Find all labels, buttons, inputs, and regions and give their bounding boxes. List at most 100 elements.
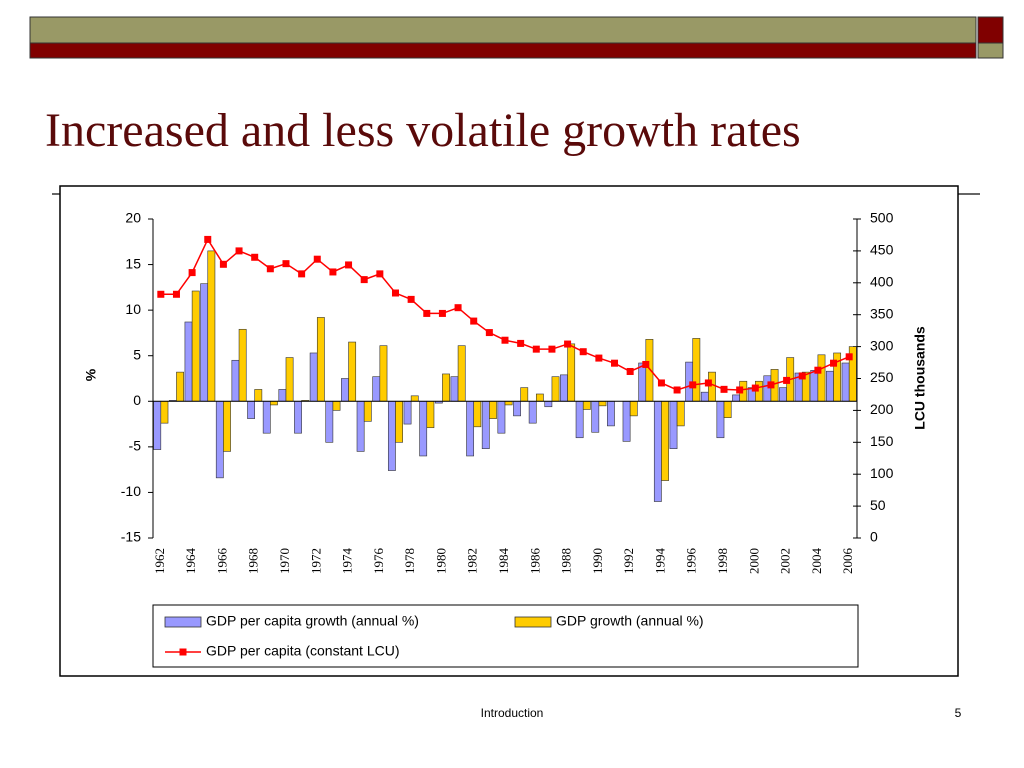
bar (270, 400, 278, 406)
line-marker (298, 270, 306, 278)
x-tick-label: 1990 (590, 548, 605, 574)
bar (591, 400, 600, 433)
bar (215, 400, 224, 479)
y2-tick-label: 350 (870, 305, 894, 321)
bar (481, 400, 490, 449)
bar (779, 387, 787, 402)
bar (356, 400, 365, 452)
y2-tick-label: 50 (870, 497, 886, 513)
bar (551, 376, 560, 402)
line-marker (282, 260, 290, 268)
bar (410, 395, 419, 402)
bar (200, 283, 209, 402)
line-marker (219, 260, 227, 268)
bar (262, 400, 271, 434)
line-marker (157, 290, 165, 298)
x-tick-label: 2002 (778, 548, 793, 574)
line-marker (657, 379, 665, 387)
bar (191, 290, 200, 402)
x-tick-label: 1980 (433, 548, 448, 574)
y2-tick-label: 450 (870, 242, 894, 258)
bar (763, 375, 772, 402)
y2-tick-label: 100 (870, 465, 894, 481)
bar (285, 357, 294, 402)
bar (309, 352, 318, 402)
bar (403, 400, 412, 425)
line-marker (266, 265, 274, 273)
bar (817, 354, 826, 402)
bar (176, 371, 184, 402)
slide-title: Increased and less volatile growth rates (45, 104, 801, 157)
bar (598, 400, 607, 407)
line-marker (313, 255, 321, 263)
bar (325, 400, 334, 443)
line-marker (188, 269, 196, 277)
bar (622, 400, 631, 442)
bar (316, 317, 325, 402)
bar (254, 389, 263, 402)
x-tick-label: 2000 (746, 548, 761, 574)
y-tick-label: 15 (125, 255, 141, 271)
bar (457, 345, 466, 402)
legend-label: GDP per capita (constant LCU) (206, 643, 400, 659)
line-marker (485, 329, 493, 337)
line-marker (751, 384, 759, 392)
x-tick-label: 1964 (183, 548, 198, 575)
line-marker (845, 353, 853, 361)
y-tick-label: -10 (121, 483, 141, 499)
bar (732, 394, 740, 402)
line-marker (611, 359, 619, 367)
line-marker (517, 339, 525, 347)
y2-tick-label: 400 (870, 274, 894, 290)
bar (535, 393, 544, 402)
band-maroon (29, 42, 977, 59)
line-marker (172, 290, 180, 298)
x-tick-label: 2006 (840, 548, 855, 575)
y2-tick-label: 150 (870, 433, 894, 449)
x-tick-label: 1992 (621, 548, 636, 574)
line-marker (391, 289, 399, 297)
line-marker (251, 253, 259, 261)
bar (560, 374, 568, 402)
y-tick-label: 0 (133, 392, 141, 408)
line-marker (595, 354, 603, 362)
bar (395, 400, 403, 443)
y-tick-label: 20 (125, 210, 141, 226)
bar (661, 400, 669, 481)
bar (348, 341, 357, 402)
bar (810, 369, 819, 402)
line-marker (438, 309, 446, 317)
line-marker (329, 268, 337, 276)
x-tick-label: 1974 (340, 548, 355, 575)
bar (528, 400, 537, 424)
corner-olive (977, 42, 1004, 59)
bar (716, 400, 725, 439)
bar (669, 400, 678, 449)
footer-text: Introduction (481, 706, 544, 720)
x-tick-label: 1966 (214, 548, 229, 575)
line-marker (454, 304, 462, 312)
bar (379, 345, 388, 402)
legend-swatch (514, 616, 552, 628)
corner-maroon (977, 16, 1004, 44)
legend-label: GDP per capita growth (annual %) (206, 613, 419, 629)
bar (372, 376, 381, 402)
legend-label: GDP growth (annual %) (556, 613, 704, 629)
page-number: 5 (955, 706, 962, 720)
bar (575, 400, 584, 439)
bar (442, 373, 450, 402)
x-tick-label: 1968 (246, 548, 261, 574)
line-marker (704, 379, 712, 387)
line-marker (376, 270, 384, 278)
line-marker (532, 345, 540, 353)
bar (676, 400, 685, 427)
line-marker (470, 317, 478, 325)
line-marker (407, 295, 415, 303)
bar (489, 400, 497, 419)
bar (653, 400, 662, 502)
bar (426, 400, 435, 429)
bar (387, 400, 396, 471)
y-tick-label: -5 (129, 438, 142, 454)
legend-swatch (164, 616, 202, 628)
